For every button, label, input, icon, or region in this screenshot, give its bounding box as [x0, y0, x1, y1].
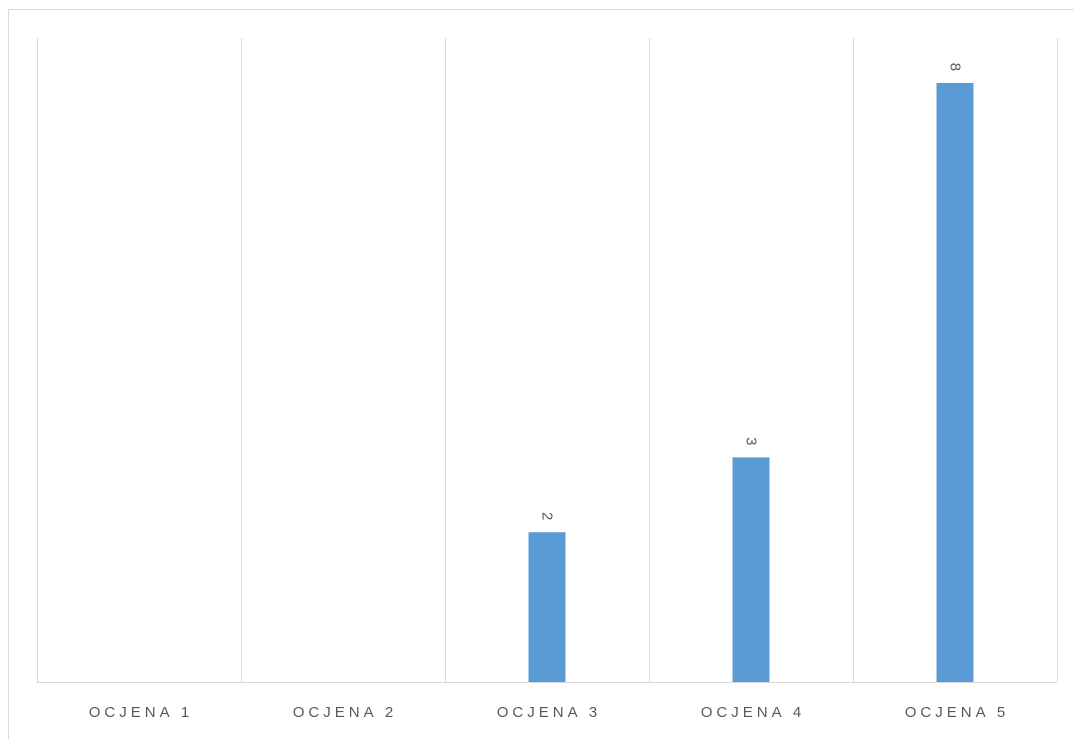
- gridlines: [37, 38, 1058, 682]
- category-label-3: OCJENA 3: [497, 704, 602, 721]
- data-labels: 2 3 8: [539, 63, 964, 521]
- bar-5: [936, 82, 974, 682]
- chart-frame: [8, 9, 1074, 739]
- category-label-5: OCJENA 5: [905, 704, 1010, 721]
- category-label-2: OCJENA 2: [293, 704, 398, 721]
- category-label-4: OCJENA 4: [701, 704, 806, 721]
- data-label-4: 3: [743, 437, 760, 445]
- category-label-1: OCJENA 1: [89, 704, 194, 721]
- category-labels: OCJENA 1 OCJENA 2 OCJENA 3 OCJENA 4 OCJENA 5: [89, 704, 1010, 721]
- bar-4: [732, 457, 770, 682]
- bars: [528, 82, 974, 682]
- bar-3: [528, 532, 566, 682]
- data-label-5: 8: [947, 63, 964, 71]
- data-label-3: 2: [539, 512, 556, 520]
